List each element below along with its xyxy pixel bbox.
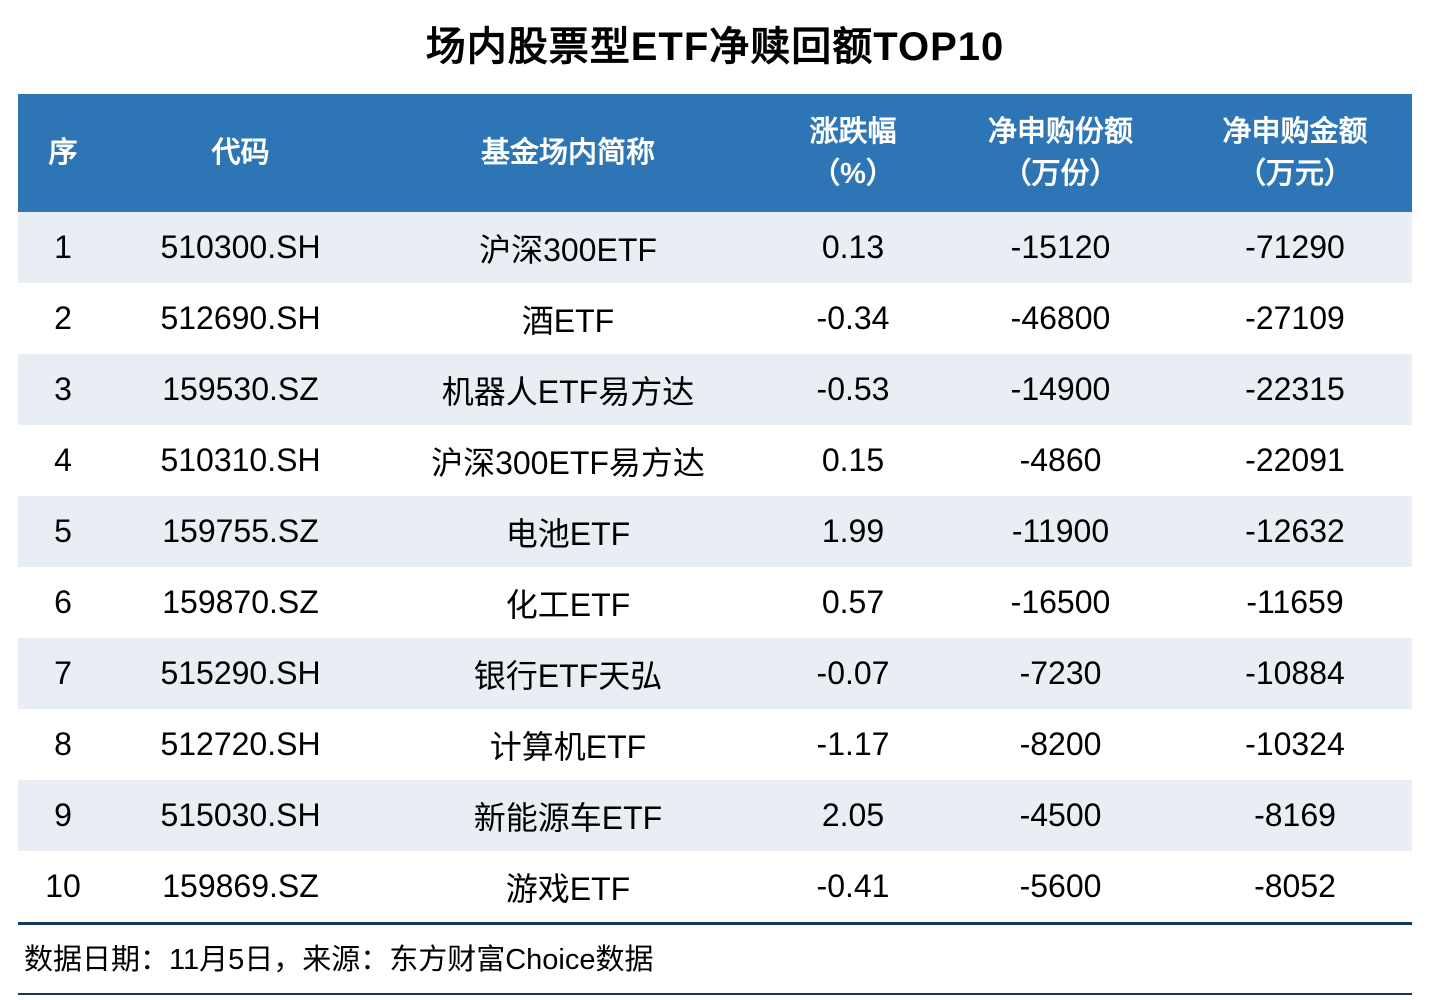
- table-cell: -0.34: [763, 283, 943, 354]
- table-cell: 新能源车ETF: [373, 780, 763, 851]
- table-cell: 159755.SZ: [108, 496, 373, 567]
- table-header: 序代码 基金场内简称 涨跌幅 （%） 净申购份额 （万份） 净申购金额 （万元）: [18, 94, 1412, 212]
- table-cell: 512690.SH: [108, 283, 373, 354]
- table-row: 6 159870.SZ 化工ETF 0.57 -16500 -11659: [18, 567, 1412, 638]
- table-cell: 电池ETF: [373, 496, 763, 567]
- table-cell: -22091: [1178, 425, 1412, 496]
- table-cell: -1.17: [763, 709, 943, 780]
- column-header: 净申购金额 （万元）: [1178, 94, 1412, 212]
- table-cell: -8200: [943, 709, 1178, 780]
- column-header: 涨跌幅 （%）: [763, 94, 943, 212]
- table-cell: 8: [18, 709, 108, 780]
- table-cell: 2: [18, 283, 108, 354]
- table-row: 2 512690.SH 酒ETF -0.34 -46800 -27109: [18, 283, 1412, 354]
- table-cell: 10: [18, 851, 108, 922]
- table-row: 8 512720.SH 计算机ETF -1.17 -8200 -10324: [18, 709, 1412, 780]
- table-cell: -7230: [943, 638, 1178, 709]
- table-cell: -5600: [943, 851, 1178, 922]
- etf-redemption-table: 序代码 基金场内简称 涨跌幅 （%） 净申购份额 （万份） 净申购金额 （万元） 1 51030…: [18, 94, 1412, 922]
- page-title: 场内股票型ETF净赎回额TOP10: [425, 25, 1005, 69]
- table-cell: -0.07: [763, 638, 943, 709]
- table-cell: 化工ETF: [373, 567, 763, 638]
- table-cell: -11900: [943, 496, 1178, 567]
- table-cell: 0.13: [763, 212, 943, 283]
- table-row: 1 510300.SH 沪深300ETF 0.13 -15120 -71290: [18, 212, 1412, 283]
- table-cell: 银行ETF天弘: [373, 638, 763, 709]
- table-cell: -12632: [1178, 496, 1412, 567]
- header-row: 序代码 基金场内简称 涨跌幅 （%） 净申购份额 （万份） 净申购金额 （万元）: [18, 94, 1412, 212]
- table-cell: 游戏ETF: [373, 851, 763, 922]
- table-cell: 机器人ETF易方达: [373, 354, 763, 425]
- table-row: 10 159869.SZ 游戏ETF -0.41 -5600 -8052: [18, 851, 1412, 922]
- table-cell: -46800: [943, 283, 1178, 354]
- table-cell: 515030.SH: [108, 780, 373, 851]
- table-cell: 9: [18, 780, 108, 851]
- table-row: 4 510310.SH 沪深300ETF易方达 0.15 -4860 -22091: [18, 425, 1412, 496]
- table-cell: -11659: [1178, 567, 1412, 638]
- table-cell: 4: [18, 425, 108, 496]
- table-cell: 1: [18, 212, 108, 283]
- table-cell: 510300.SH: [108, 212, 373, 283]
- table-cell: -16500: [943, 567, 1178, 638]
- table-cell: -22315: [1178, 354, 1412, 425]
- table-cell: -10884: [1178, 638, 1412, 709]
- table-row: 3 159530.SZ 机器人ETF易方达 -0.53 -14900 -22315: [18, 354, 1412, 425]
- column-header: 基金场内简称: [373, 94, 763, 212]
- table-row: 7 515290.SH 银行ETF天弘 -0.07 -7230 -10884: [18, 638, 1412, 709]
- table-body: 1 510300.SH 沪深300ETF 0.13 -15120 -71290 2 51269…: [18, 212, 1412, 922]
- table-cell: 7: [18, 638, 108, 709]
- table-cell: 510310.SH: [108, 425, 373, 496]
- table-cell: -8169: [1178, 780, 1412, 851]
- column-header: 净申购份额 （万份）: [943, 94, 1178, 212]
- table-cell: -10324: [1178, 709, 1412, 780]
- table-cell: -14900: [943, 354, 1178, 425]
- table-cell: 3: [18, 354, 108, 425]
- table-cell: 沪深300ETF易方达: [373, 425, 763, 496]
- table-cell: 0.15: [763, 425, 943, 496]
- table-cell: 159530.SZ: [108, 354, 373, 425]
- table-cell: -15120: [943, 212, 1178, 283]
- column-header: 序: [18, 94, 108, 212]
- table-cell: 6: [18, 567, 108, 638]
- table-cell: 0.57: [763, 567, 943, 638]
- table-cell: 512720.SH: [108, 709, 373, 780]
- table-cell: -8052: [1178, 851, 1412, 922]
- table-cell: -4500: [943, 780, 1178, 851]
- table-row: 5 159755.SZ 电池ETF 1.99 -11900 -12632: [18, 496, 1412, 567]
- table-cell: 沪深300ETF: [373, 212, 763, 283]
- table-cell: -27109: [1178, 283, 1412, 354]
- table-cell: 159869.SZ: [108, 851, 373, 922]
- table-cell: -0.53: [763, 354, 943, 425]
- table-cell: 酒ETF: [373, 283, 763, 354]
- table-cell: -71290: [1178, 212, 1412, 283]
- table-cell: 2.05: [763, 780, 943, 851]
- table-cell: 515290.SH: [108, 638, 373, 709]
- table-cell: 159870.SZ: [108, 567, 373, 638]
- table-cell: -4860: [943, 425, 1178, 496]
- table-cell: -0.41: [763, 851, 943, 922]
- table-cell: 计算机ETF: [373, 709, 763, 780]
- column-header: 代码: [108, 94, 373, 212]
- source-note: 数据日期：11月5日，来源：东方财富Choice数据: [18, 922, 1412, 995]
- table-cell: 5: [18, 496, 108, 567]
- table-row: 9 515030.SH 新能源车ETF 2.05 -4500 -8169: [18, 780, 1412, 851]
- table-cell: 1.99: [763, 496, 943, 567]
